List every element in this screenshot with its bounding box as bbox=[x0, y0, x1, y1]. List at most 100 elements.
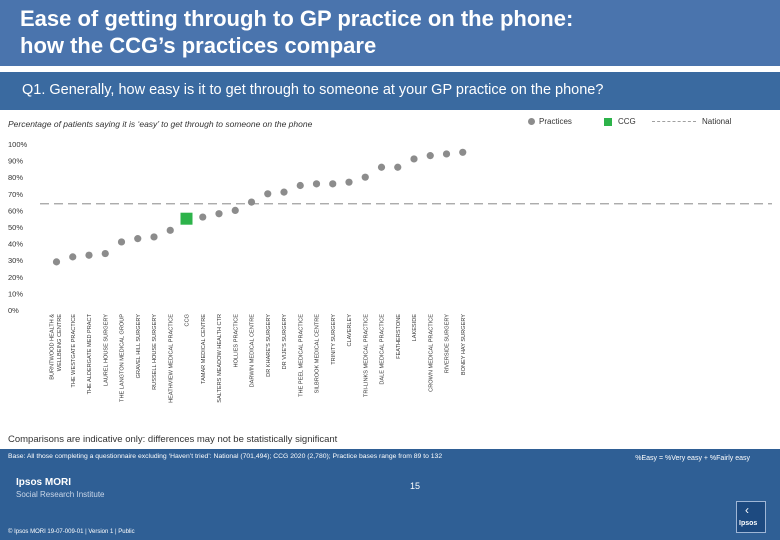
x-tick-label: TRI-LINKS MEDICAL PRACTICE bbox=[363, 314, 369, 397]
svg-text:CLAVERLEY: CLAVERLEY bbox=[347, 314, 353, 347]
x-tick-label: THE LANGTON MEDICAL GROUP bbox=[120, 314, 126, 402]
x-tick-label: DARWIN MEDICAL CENTRE bbox=[250, 314, 256, 388]
practice-point bbox=[69, 253, 77, 261]
practice-point bbox=[231, 206, 239, 214]
legend-item-national: National bbox=[652, 117, 731, 126]
practice-point bbox=[459, 148, 467, 156]
svg-text:DR KHARE'S SURGERY: DR KHARE'S SURGERY bbox=[266, 314, 272, 377]
y-axis: 0% 10% 20% 30% 40% 50% 60% 70% 80% 90% 100% bbox=[8, 140, 28, 315]
svg-text:FEATHERSTONE: FEATHERSTONE bbox=[396, 314, 402, 359]
x-tick-label: HOLLIES PRACTICE bbox=[233, 314, 239, 368]
svg-text:LAUREL HOUSE SURGERY: LAUREL HOUSE SURGERY bbox=[103, 314, 109, 386]
brand-subtitle: Social Research Institute bbox=[16, 490, 105, 499]
logo-text: Ipsos bbox=[739, 520, 758, 527]
legend-label-national: National bbox=[702, 117, 732, 126]
base-note: Base: All those completing a questionnai… bbox=[8, 453, 443, 460]
chart-subtitle: Percentage of patients saying it is ‘eas… bbox=[8, 119, 313, 129]
question-bar: Q1. Generally, how easy is it to get thr… bbox=[0, 72, 780, 110]
x-tick-label: GRAVEL HILL SURGERY bbox=[136, 314, 142, 379]
x-tick-label: RIVERSIDE SURGERY bbox=[445, 314, 451, 374]
data-points bbox=[52, 148, 467, 266]
practice-point bbox=[117, 238, 126, 246]
y-tick-label: 10% bbox=[8, 289, 23, 298]
ccg-point bbox=[180, 212, 193, 225]
ipsos-logo: ‹ Ipsos bbox=[736, 501, 766, 533]
chart-legend: Practices CCG National bbox=[0, 117, 780, 131]
practice-point bbox=[296, 181, 304, 190]
practice-point bbox=[361, 173, 369, 181]
y-tick-label: 30% bbox=[8, 256, 23, 265]
x-tick-label: FEATHERSTONE bbox=[396, 314, 402, 359]
legend-item-ccg: CCG bbox=[604, 117, 636, 126]
svg-text:DR VIJE'S SURGERY: DR VIJE'S SURGERY bbox=[282, 314, 288, 370]
scatter-chart: 0% 10% 20% 30% 40% 50% 60% 70% 80% 90% 100% BURNTW… bbox=[8, 140, 772, 403]
y-tick-label: 90% bbox=[8, 157, 23, 166]
chevron-icon: ‹ bbox=[745, 503, 749, 517]
svg-text:THE WESTGATE PRACTICE: THE WESTGATE PRACTICE bbox=[71, 314, 77, 388]
x-axis-labels: BURNTWOOD HEALTH & WELLBEING CENTRE THE WE… bbox=[50, 313, 467, 402]
practice-point bbox=[345, 178, 353, 186]
x-tick-label: LAUREL HOUSE SURGERY bbox=[103, 314, 109, 386]
x-tick-label: DR VIJE'S SURGERY bbox=[282, 314, 288, 370]
svg-text:CROWN MEDICAL PRACTICE: CROWN MEDICAL PRACTICE bbox=[428, 314, 434, 392]
svg-text:TRINITY SURGERY: TRINITY SURGERY bbox=[331, 314, 337, 365]
svg-text:LAKESIDE: LAKESIDE bbox=[412, 314, 418, 342]
practice-point bbox=[199, 213, 207, 221]
practice-point bbox=[85, 251, 93, 259]
y-tick-label: 100% bbox=[8, 140, 28, 149]
x-tick-label: TRINITY SURGERY bbox=[331, 314, 337, 365]
page-number: 15 bbox=[410, 481, 421, 491]
practice-point bbox=[134, 235, 142, 243]
x-tick-label: SILBROOK MEDICAL CENTRE bbox=[315, 314, 321, 394]
practice-point bbox=[312, 180, 321, 188]
practice-marker-icon bbox=[528, 118, 535, 125]
practice-point bbox=[52, 258, 61, 266]
x-tick-label: HEATHVIEW MEDICAL PRACTICE bbox=[168, 314, 174, 403]
practice-point bbox=[215, 210, 223, 218]
practice-point bbox=[442, 150, 451, 158]
legend-label-ccg: CCG bbox=[618, 117, 636, 126]
practice-point bbox=[329, 180, 337, 188]
svg-text:DALE MEDICAL PRACTICE: DALE MEDICAL PRACTICE bbox=[380, 314, 386, 385]
y-tick-label: 70% bbox=[8, 190, 23, 199]
legend-label-practices: Practices bbox=[539, 117, 572, 126]
x-tick-label: CROWN MEDICAL PRACTICE bbox=[428, 314, 434, 392]
easy-formula: %Easy = %Very easy + %Fairly easy bbox=[635, 455, 750, 462]
svg-text:THE PEEL MEDICAL PRACTICE: THE PEEL MEDICAL PRACTICE bbox=[298, 314, 304, 397]
national-line-icon bbox=[652, 121, 696, 122]
header-banner: Ease of getting through to GP practice o… bbox=[0, 0, 780, 66]
svg-text:TAMAR MEDICAL CENTRE: TAMAR MEDICAL CENTRE bbox=[201, 314, 207, 384]
svg-text:BONEY HAY SURGERY: BONEY HAY SURGERY bbox=[461, 314, 467, 375]
svg-text:WELLBEING CENTRE: WELLBEING CENTRE bbox=[57, 314, 63, 371]
y-tick-label: 40% bbox=[8, 240, 23, 249]
practice-point bbox=[410, 155, 418, 163]
legend-item-practices: Practices bbox=[528, 117, 572, 126]
practice-point bbox=[377, 163, 386, 171]
x-tick-label: DALE MEDICAL PRACTICE bbox=[380, 314, 386, 385]
x-tick-label: THE PEEL MEDICAL PRACTICE bbox=[298, 314, 304, 397]
practice-point bbox=[394, 163, 402, 171]
x-tick-label: SALTERS MEADOW HEALTH CTR bbox=[217, 314, 223, 403]
slide-title: Ease of getting through to GP practice o… bbox=[20, 6, 574, 58]
brand-name: Ipsos MORI bbox=[16, 477, 72, 488]
y-tick-label: 20% bbox=[8, 273, 23, 282]
x-tick-label: TAMAR MEDICAL CENTRE bbox=[201, 314, 207, 384]
svg-text:THE LANGTON MEDICAL GROUP: THE LANGTON MEDICAL GROUP bbox=[120, 314, 126, 402]
svg-text:GRAVEL HILL SURGERY: GRAVEL HILL SURGERY bbox=[136, 314, 142, 379]
svg-text:DARWIN MEDICAL CENTRE: DARWIN MEDICAL CENTRE bbox=[250, 314, 256, 388]
x-tick-label: LAKESIDE bbox=[412, 314, 418, 342]
footer: Base: All those completing a questionnai… bbox=[0, 449, 780, 540]
practice-point bbox=[101, 249, 109, 258]
svg-text:TRI-LINKS MEDICAL PRACTICE: TRI-LINKS MEDICAL PRACTICE bbox=[363, 314, 369, 397]
svg-text:CCG: CCG bbox=[185, 314, 191, 326]
svg-text:RUSSELL HOUSE SURGERY: RUSSELL HOUSE SURGERY bbox=[152, 314, 158, 390]
practice-point bbox=[150, 233, 158, 241]
practice-point bbox=[264, 190, 272, 198]
y-tick-label: 60% bbox=[8, 206, 23, 215]
svg-text:SALTERS MEADOW HEALTH CTR: SALTERS MEADOW HEALTH CTR bbox=[217, 314, 223, 403]
practice-point bbox=[247, 198, 256, 206]
x-tick-label: DR KHARE'S SURGERY bbox=[266, 314, 272, 377]
practice-point bbox=[280, 188, 288, 196]
question-text: Q1. Generally, how easy is it to get thr… bbox=[22, 82, 604, 98]
x-tick-label: CCG bbox=[185, 314, 191, 326]
